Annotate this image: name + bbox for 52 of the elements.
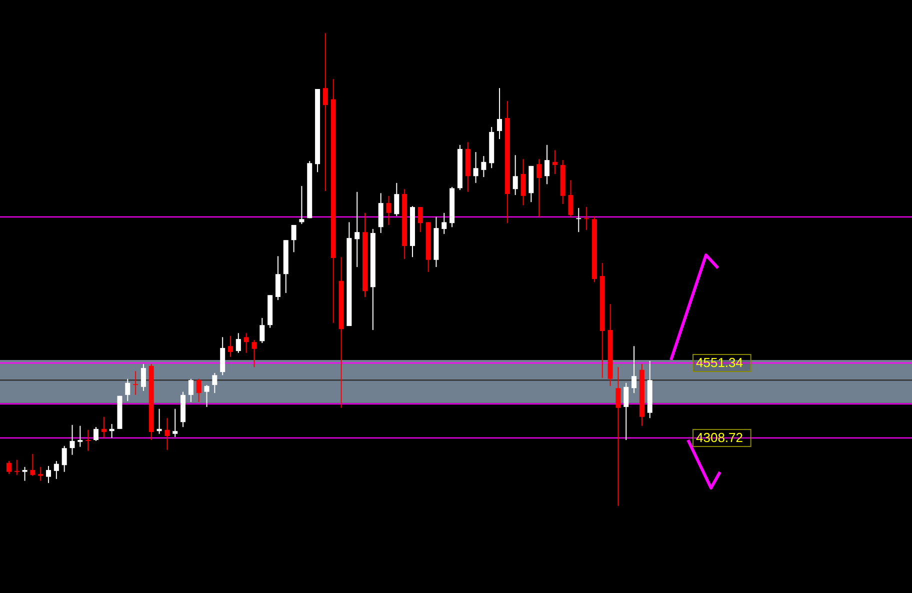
candlestick bbox=[172, 408, 178, 438]
candlestick bbox=[299, 186, 304, 225]
candlestick bbox=[70, 424, 75, 456]
candlestick bbox=[354, 191, 360, 268]
candlestick bbox=[204, 384, 210, 408]
candlestick bbox=[291, 224, 296, 253]
candlestick bbox=[520, 158, 526, 206]
candlestick bbox=[544, 144, 550, 185]
candlestick bbox=[394, 182, 400, 216]
candlestick bbox=[252, 339, 257, 368]
candlestick bbox=[125, 378, 130, 402]
candlestick bbox=[624, 382, 629, 441]
candlestick bbox=[22, 466, 28, 482]
candlestick bbox=[322, 32, 328, 192]
candlestick bbox=[62, 445, 67, 472]
candlestick bbox=[212, 372, 218, 394]
candlestick bbox=[14, 459, 20, 476]
candlestick bbox=[386, 195, 392, 226]
candlestick bbox=[101, 416, 106, 438]
candlestick bbox=[442, 212, 447, 234]
candlestick bbox=[536, 158, 542, 218]
candlestick bbox=[418, 206, 423, 233]
candlestick bbox=[164, 418, 170, 450]
candlestick bbox=[512, 154, 518, 196]
candlestick bbox=[497, 88, 502, 140]
candlestick bbox=[244, 332, 249, 354]
candlestick bbox=[584, 206, 590, 230]
candlestick bbox=[632, 346, 637, 394]
candlestick bbox=[228, 335, 233, 358]
candlestick bbox=[109, 423, 114, 438]
candlestick bbox=[473, 152, 478, 184]
candlestick bbox=[6, 460, 12, 475]
candlestick bbox=[568, 180, 574, 218]
candlestick bbox=[616, 366, 621, 506]
candlestick bbox=[275, 256, 280, 301]
candlestick bbox=[196, 378, 202, 403]
candlestick bbox=[236, 332, 241, 354]
candlestick bbox=[78, 425, 83, 448]
candlestick bbox=[86, 429, 91, 452]
candlestick bbox=[188, 378, 194, 403]
candlestick bbox=[576, 207, 582, 233]
candlestick bbox=[552, 150, 558, 174]
candlestick bbox=[46, 465, 52, 484]
candlestick bbox=[54, 460, 59, 480]
candlestick bbox=[481, 156, 486, 178]
candlestick bbox=[38, 466, 44, 482]
candlestick bbox=[30, 453, 36, 476]
candlestick bbox=[140, 364, 146, 392]
candlestick bbox=[133, 370, 138, 396]
candlestick bbox=[260, 317, 265, 344]
candlestick bbox=[93, 426, 98, 442]
candlestick bbox=[156, 408, 162, 434]
